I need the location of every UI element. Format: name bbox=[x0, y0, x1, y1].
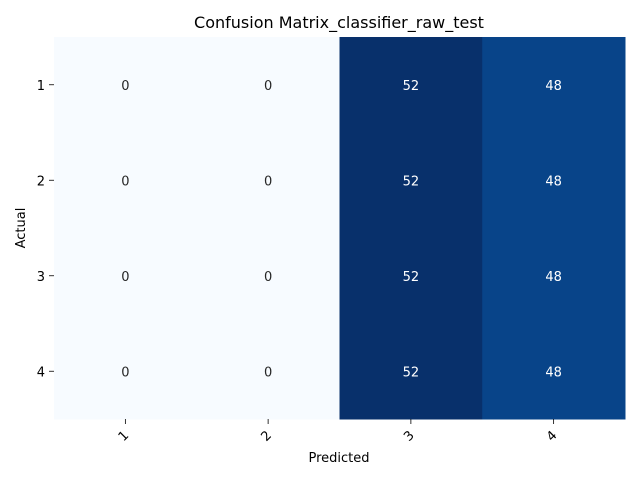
y-axis-label: Actual bbox=[14, 208, 29, 249]
cell-value-r4-c2: 0 bbox=[264, 365, 272, 380]
cell-value-r1-c4: 48 bbox=[545, 79, 562, 94]
cell-value-r4-c1: 0 bbox=[121, 365, 129, 380]
cell-value-r4-c4: 48 bbox=[545, 365, 562, 380]
cell-value-r3-c4: 48 bbox=[545, 270, 562, 285]
x-axis-label: Predicted bbox=[308, 451, 369, 466]
heatmap-cell-r4-c4 bbox=[482, 323, 626, 420]
heatmap-cell-r4-c3 bbox=[339, 323, 483, 420]
x-tick-label: 4 bbox=[544, 428, 560, 444]
y-tick-label: 1 bbox=[37, 79, 45, 94]
cell-value-r3-c2: 0 bbox=[264, 270, 272, 285]
chart-title: Confusion Matrix_classifier_raw_test bbox=[194, 13, 484, 33]
x-tick-label: 1 bbox=[116, 428, 132, 444]
heatmap-cell-r3-c2 bbox=[196, 228, 340, 324]
heatmap-cell-r4-c1 bbox=[54, 323, 198, 420]
heatmap-cell-r1-c3 bbox=[339, 37, 483, 133]
heatmap-cell-r2-c3 bbox=[339, 132, 483, 229]
heatmap-cell-r1-c1 bbox=[54, 37, 198, 133]
cell-value-r1-c3: 52 bbox=[403, 79, 420, 94]
cell-value-r3-c1: 0 bbox=[121, 270, 129, 285]
cell-value-r2-c4: 48 bbox=[545, 174, 562, 189]
cell-value-r2-c2: 0 bbox=[264, 174, 272, 189]
y-axis-ticks: 1 2 3 4 bbox=[37, 79, 54, 380]
cell-value-r1-c1: 0 bbox=[121, 79, 129, 94]
heatmap-cell-r2-c2 bbox=[196, 132, 340, 229]
heatmap-cell-r2-c1 bbox=[54, 132, 198, 229]
heatmap-cell-r3-c3 bbox=[339, 228, 483, 324]
cell-value-r4-c3: 52 bbox=[403, 365, 420, 380]
heatmap-cell-r3-c1 bbox=[54, 228, 198, 324]
heatmap-cell-r2-c4 bbox=[482, 132, 626, 229]
cell-value-r3-c3: 52 bbox=[403, 270, 420, 285]
cell-annotations: 0 0 52 48 0 0 52 48 0 0 52 48 0 0 52 48 bbox=[121, 79, 562, 381]
heatmap-cell-r1-c4 bbox=[482, 37, 626, 133]
heatmap-cell-r4-c2 bbox=[196, 323, 340, 420]
cell-value-r2-c3: 52 bbox=[403, 174, 420, 189]
x-tick-label: 3 bbox=[401, 428, 417, 444]
cell-value-r2-c1: 0 bbox=[121, 174, 129, 189]
heatmap-cell-r3-c4 bbox=[482, 228, 626, 324]
cell-value-r1-c2: 0 bbox=[264, 79, 272, 94]
heatmap-cells bbox=[54, 37, 626, 420]
y-tick-label: 3 bbox=[37, 270, 45, 285]
y-tick-label: 4 bbox=[37, 365, 45, 380]
heatmap-cell-r1-c2 bbox=[196, 37, 340, 133]
y-tick-label: 2 bbox=[37, 174, 45, 189]
x-tick-label: 2 bbox=[258, 428, 274, 444]
x-axis-ticks: 1 2 3 4 bbox=[116, 419, 560, 445]
